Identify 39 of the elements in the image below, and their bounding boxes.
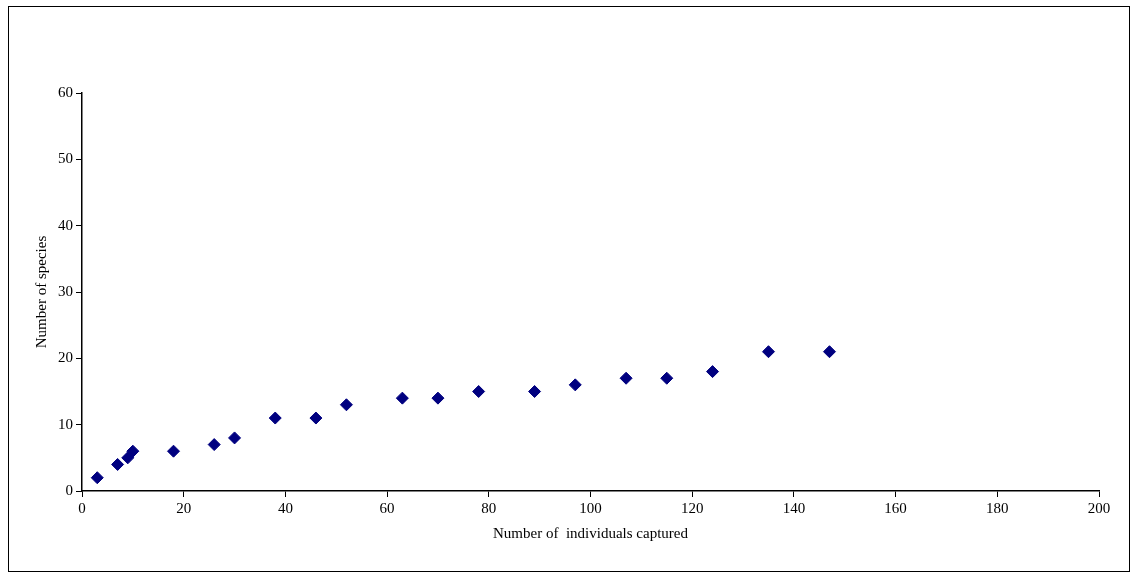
point xyxy=(228,431,242,445)
y-tick-label: 40 xyxy=(58,216,73,233)
x-axis-title: Number of individuals captured xyxy=(493,524,689,541)
x-tick-label: 0 xyxy=(78,499,86,516)
x-tick-label: 80 xyxy=(481,499,497,516)
y-axis-title: Number of species xyxy=(32,235,49,349)
x-tick-label: 180 xyxy=(986,499,1009,516)
point xyxy=(619,371,633,385)
point xyxy=(111,457,125,471)
x-tick-label: 20 xyxy=(176,499,192,516)
y-tick-label: 0 xyxy=(65,481,73,498)
point xyxy=(90,471,104,485)
point xyxy=(823,345,836,359)
point xyxy=(339,398,353,412)
point xyxy=(207,438,221,452)
point xyxy=(761,345,775,359)
point xyxy=(568,378,582,392)
x-tick-label: 140 xyxy=(782,499,806,516)
point xyxy=(472,385,486,398)
y-tick-label: 20 xyxy=(58,349,73,366)
x-tick-label: 100 xyxy=(579,499,602,516)
y-tick-label: 50 xyxy=(58,150,73,167)
point xyxy=(528,385,542,398)
point xyxy=(660,371,674,385)
point xyxy=(431,391,445,405)
point xyxy=(706,365,720,379)
point xyxy=(268,411,282,425)
x-tick-label: 120 xyxy=(680,499,704,516)
y-tick-label: 30 xyxy=(58,282,73,299)
x-tick-label: 60 xyxy=(379,499,395,516)
x-tick-label: 160 xyxy=(884,499,907,516)
point xyxy=(126,444,140,458)
y-tick-label: 60 xyxy=(58,83,73,100)
point xyxy=(167,444,181,458)
point xyxy=(395,391,409,405)
x-tick-label: 200 xyxy=(1087,499,1111,516)
point xyxy=(309,411,323,425)
y-tick-label: 10 xyxy=(58,415,73,432)
x-tick-label: 40 xyxy=(277,499,293,516)
